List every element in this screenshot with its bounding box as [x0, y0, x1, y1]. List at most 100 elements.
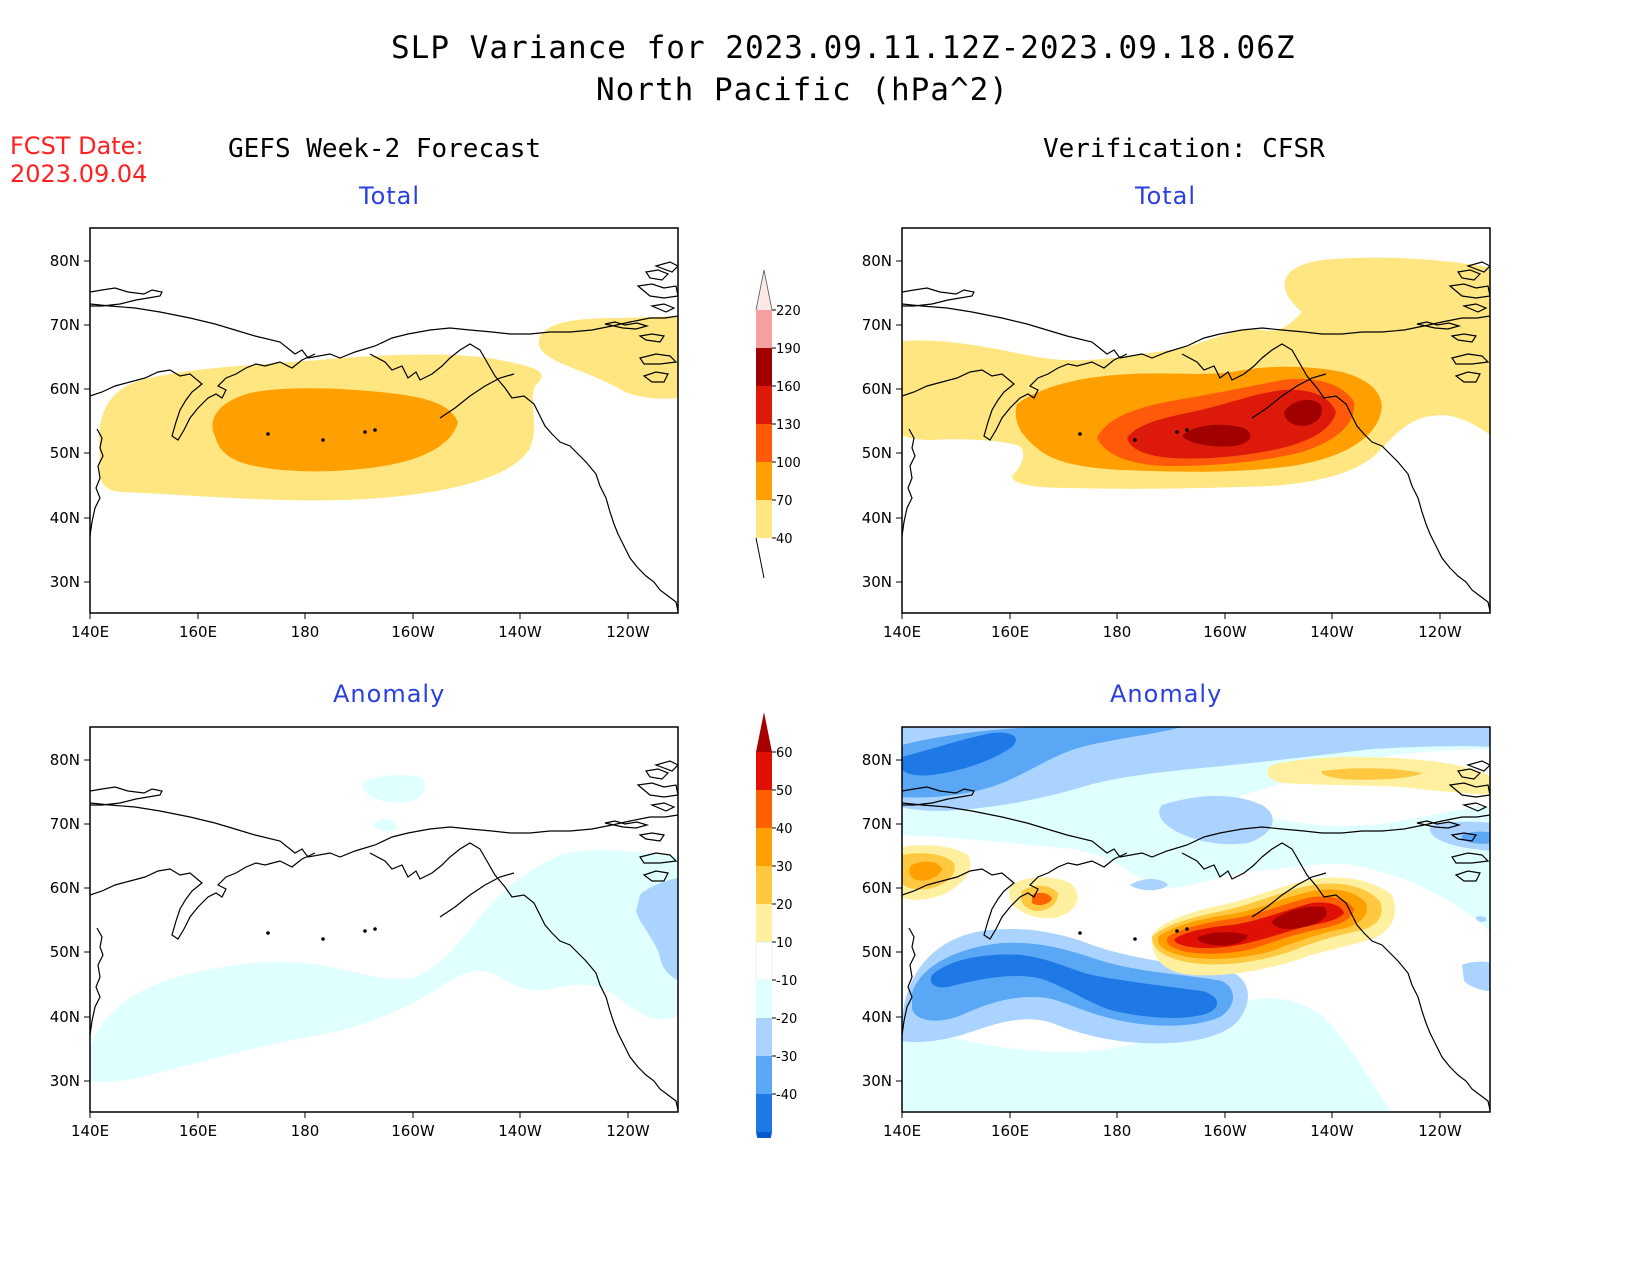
lon-label: 140E	[883, 1122, 921, 1140]
colorbar-total-label: 160	[776, 380, 801, 395]
contour-fill	[930, 954, 1218, 1018]
lat-label: 60N	[50, 879, 80, 897]
figure-title-line1: SLP Variance for 2023.09.11.12Z-2023.09.…	[391, 30, 1296, 66]
lon-label: 160W	[1203, 1122, 1247, 1140]
coastline-segment	[638, 832, 666, 842]
lon-label: 160E	[179, 623, 217, 641]
contour-fill	[1321, 768, 1422, 780]
column-title-forecast: GEFS Week-2 Forecast	[228, 134, 542, 164]
lat-label: 70N	[862, 316, 892, 334]
lat-label: 50N	[862, 943, 892, 961]
lon-label: 140W	[498, 623, 542, 641]
lat-label: 40N	[862, 509, 892, 527]
coastline-segment	[1251, 373, 1327, 419]
coastline-segment	[636, 782, 678, 798]
lat-label: 50N	[862, 444, 892, 462]
coastline-segment	[1466, 760, 1490, 772]
coastline-segment	[1450, 333, 1478, 343]
coastline-segment	[439, 373, 515, 419]
lat-label: 80N	[50, 252, 80, 270]
coastline-segment	[644, 768, 670, 780]
coastline-segment	[1456, 768, 1482, 780]
contour-fill	[1127, 389, 1336, 459]
coastline-segment	[1451, 353, 1490, 365]
island-marker	[363, 929, 367, 933]
lon-label: 160W	[1203, 623, 1247, 641]
coastline-segment	[90, 303, 678, 359]
coastline-segment	[1181, 343, 1490, 612]
colorbar-total-top-outline	[755, 269, 773, 311]
lat-label: 70N	[50, 316, 80, 334]
forecast-anomaly-coastlines	[90, 760, 678, 1111]
coastline-segment	[639, 852, 678, 864]
lat-label: 50N	[50, 943, 80, 961]
colorbar-anomaly-bin	[756, 980, 772, 1018]
island-marker	[266, 432, 270, 436]
colorbar-anomaly-label: -40	[776, 1088, 797, 1103]
forecast-total-frame	[89, 227, 679, 614]
contour-fill	[372, 819, 398, 832]
lon-label: 120W	[1418, 623, 1462, 641]
panel-title-forecast-total: Total	[359, 182, 421, 210]
coastline-segment	[649, 802, 676, 812]
fcst-date-value: 2023.09.04	[10, 160, 148, 188]
colorbar-anomaly-bin	[756, 866, 772, 904]
island-marker	[1185, 428, 1189, 432]
lat-label: 70N	[50, 815, 80, 833]
colorbar-total-label: 40	[776, 532, 793, 547]
coastline-segment	[604, 321, 650, 330]
coastline-segment	[649, 303, 676, 313]
coastline-segment	[90, 927, 104, 1036]
lat-label: 60N	[862, 380, 892, 398]
colorbar-total-label: 220	[776, 304, 801, 319]
coastline-segment	[90, 786, 163, 806]
coastline-segment	[1454, 870, 1481, 882]
island-marker	[1133, 937, 1137, 941]
lon-label: 160W	[391, 623, 435, 641]
coastline-segment	[1451, 852, 1490, 864]
coastline-segment	[1251, 872, 1327, 918]
lon-label: 160W	[391, 1122, 435, 1140]
island-marker	[1185, 927, 1189, 931]
lat-label: 40N	[862, 1008, 892, 1026]
island-marker	[1078, 931, 1082, 935]
lon-label: 140E	[71, 623, 109, 641]
map-verification-total: 80N 70N 60N 50N 40N 30N 140E 160E 180 160W 140W 120…	[852, 226, 1512, 646]
lon-label: 160E	[991, 1122, 1029, 1140]
island-marker	[373, 428, 377, 432]
coastline-segment	[1454, 371, 1481, 383]
contour-fill	[636, 877, 678, 981]
contour-fill	[1284, 399, 1323, 426]
coastline-segment	[90, 287, 163, 307]
lon-label: 140W	[1310, 1122, 1354, 1140]
lat-label: 40N	[50, 1008, 80, 1026]
colorbar-total-label: 70	[776, 494, 793, 509]
fcst-date-label: FCST Date:	[10, 132, 144, 160]
colorbar-anomaly-label: 30	[776, 860, 793, 875]
figure-title-line2: North Pacific (hPa^2)	[596, 72, 1009, 108]
island-marker	[1175, 430, 1179, 434]
colorbar-total: 220 190 160 130 100 70 40	[740, 262, 830, 586]
coastline-segment	[638, 333, 666, 343]
lon-label: 140W	[498, 1122, 542, 1140]
coastline-segment	[369, 842, 678, 1111]
colorbar-anomaly-label: 10	[776, 936, 793, 951]
verification-anomaly-plot-area	[902, 727, 1490, 1112]
coastline-segment	[1181, 842, 1490, 1111]
lon-label: 140W	[1310, 623, 1354, 641]
lon-label: 120W	[1418, 1122, 1462, 1140]
coastline-segment	[902, 428, 916, 537]
verification-anomaly-frame	[901, 726, 1491, 1113]
coastline-segment	[644, 269, 670, 281]
contour-fill	[1430, 821, 1490, 851]
forecast-anomaly-plot-area	[90, 760, 678, 1111]
colorbar-total-label: 190	[776, 342, 801, 357]
island-marker	[321, 438, 325, 442]
lon-label: 180	[1103, 623, 1132, 641]
colorbar-anomaly-bin	[756, 1056, 772, 1094]
contour-fill	[362, 775, 426, 803]
coastline-segment	[1450, 832, 1478, 842]
coastline-segment	[642, 371, 669, 383]
coastline-segment	[1456, 269, 1482, 281]
colorbar-anomaly-label: -30	[776, 1050, 797, 1065]
